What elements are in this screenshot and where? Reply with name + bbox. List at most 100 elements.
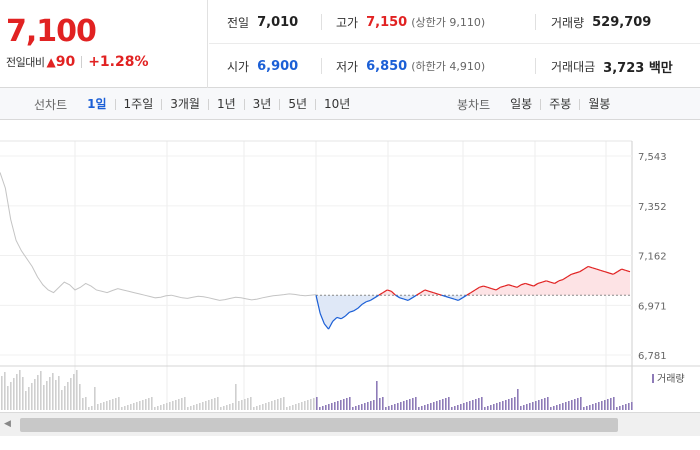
volume-bar	[301, 402, 303, 410]
tab-1week[interactable]: 1주일	[114, 98, 162, 110]
volume-bar	[541, 399, 543, 410]
volume-bar	[319, 407, 321, 410]
today-price-segment	[571, 272, 576, 275]
candle-chart-tabs: 봉차트 일봉 주봉 월봉	[457, 88, 618, 120]
volume-bar	[310, 399, 312, 410]
today-price-segment	[416, 292, 421, 296]
volume-bar	[523, 405, 525, 410]
high-label: 고가	[336, 15, 359, 30]
volume-bar	[517, 389, 519, 410]
volume-bar	[46, 381, 48, 410]
up-triangle-icon: ▲	[46, 55, 56, 69]
volume-bar	[556, 405, 558, 410]
volume-bar	[547, 397, 549, 410]
volume-bar	[265, 403, 267, 410]
today-price-segment	[596, 268, 601, 271]
volume-cell: 거래량 529,709	[551, 0, 651, 44]
volume-bar	[352, 407, 354, 410]
tab-3year[interactable]: 3년	[243, 98, 280, 110]
today-price-segment	[554, 280, 560, 284]
volume-bar	[94, 387, 96, 410]
volume-bar	[508, 399, 510, 410]
volume-bar	[313, 398, 315, 410]
volume-bar	[256, 406, 258, 410]
change-label: 전일대비	[6, 56, 45, 69]
tab-1year[interactable]: 1년	[207, 98, 244, 110]
chart-tab-bar: 선차트 1일 1주일 3개월 1년 3년 5년 10년 봉차트 일봉 주봉 월봉	[0, 88, 700, 120]
volume-bar	[205, 401, 207, 410]
today-price-segment	[592, 267, 597, 270]
volume-bar	[28, 387, 30, 410]
volume-bar	[289, 406, 291, 410]
volume-bar	[592, 404, 594, 410]
volume-bar	[109, 400, 111, 410]
current-price-box: 7,100 전일대비 ▲ 90 +1.28%	[0, 0, 208, 88]
volume-bar	[604, 400, 606, 410]
today-price-segment	[328, 321, 334, 330]
volume-bar	[475, 399, 477, 410]
volume-bar	[13, 378, 15, 410]
volume-bar	[397, 403, 399, 410]
today-price-segment	[349, 310, 354, 313]
scroll-thumb[interactable]	[20, 418, 618, 432]
volume-bar	[355, 406, 357, 410]
volume-bar	[10, 382, 12, 410]
today-fill-above-baseline	[316, 266, 630, 296]
chart-scrollbar[interactable]: ◀	[0, 412, 700, 436]
volume-bar	[442, 399, 444, 410]
volume-bar	[97, 404, 99, 410]
volume-bar	[583, 407, 585, 410]
tab-5year[interactable]: 5년	[279, 98, 315, 110]
volume-bar	[4, 372, 6, 410]
volume-bar	[124, 406, 126, 410]
volume-bar	[382, 397, 384, 410]
tab-10year[interactable]: 10년	[315, 98, 358, 110]
volume-bar	[364, 403, 366, 410]
tab-daily-candle[interactable]: 일봉	[510, 96, 533, 111]
tab-monthly-candle[interactable]: 월봉	[579, 98, 618, 110]
volume-bar	[343, 399, 345, 410]
volume-bar	[607, 399, 609, 410]
volume-bar	[628, 403, 630, 410]
volume-bar	[172, 401, 174, 410]
volume-bar	[586, 406, 588, 410]
tab-weekly-candle[interactable]: 주봉	[540, 98, 579, 110]
volume-bar	[346, 398, 348, 410]
upper-limit: (상한가 9,110)	[411, 16, 486, 29]
today-price-segment	[361, 301, 367, 305]
volume-bar	[610, 398, 612, 410]
volume-bar	[412, 398, 414, 410]
today-price-segment	[546, 280, 551, 283]
volume-bar	[424, 405, 426, 410]
volume-bar	[322, 406, 324, 410]
today-price-segment	[487, 286, 493, 290]
price-chart[interactable]: 7,543 7,352 7,162 6,971 6,781 거래량	[0, 121, 700, 450]
volume-bar	[616, 407, 618, 410]
volume-bar	[418, 407, 420, 410]
stat-divider	[535, 58, 536, 74]
volume-bar	[121, 407, 123, 410]
tab-1day[interactable]: 1일	[87, 96, 107, 111]
volume-bar	[238, 401, 240, 410]
y-tick-label: 7,352	[638, 202, 667, 213]
volume-bar	[316, 397, 318, 410]
today-price-segment	[336, 316, 342, 320]
volume-bar	[307, 400, 309, 410]
prev-close-cell: 전일 7,010	[227, 0, 298, 44]
today-price-segment	[608, 272, 614, 275]
volume-bar	[451, 407, 453, 410]
volume-legend-label: 거래량	[657, 373, 685, 385]
scroll-left-arrow-icon[interactable]: ◀	[4, 419, 11, 429]
volume-bar	[133, 403, 135, 410]
today-price-segment	[453, 298, 459, 301]
y-tick-label: 6,781	[638, 351, 667, 362]
volume-bar	[262, 404, 264, 410]
volume-bar	[259, 405, 261, 410]
volume-bar	[487, 406, 489, 410]
today-price-segment	[395, 294, 401, 299]
today-price-segment	[399, 297, 405, 300]
volume-bar	[613, 397, 615, 410]
volume-bar	[88, 407, 90, 410]
today-price-segment	[520, 282, 526, 286]
tab-3month[interactable]: 3개월	[161, 98, 208, 110]
